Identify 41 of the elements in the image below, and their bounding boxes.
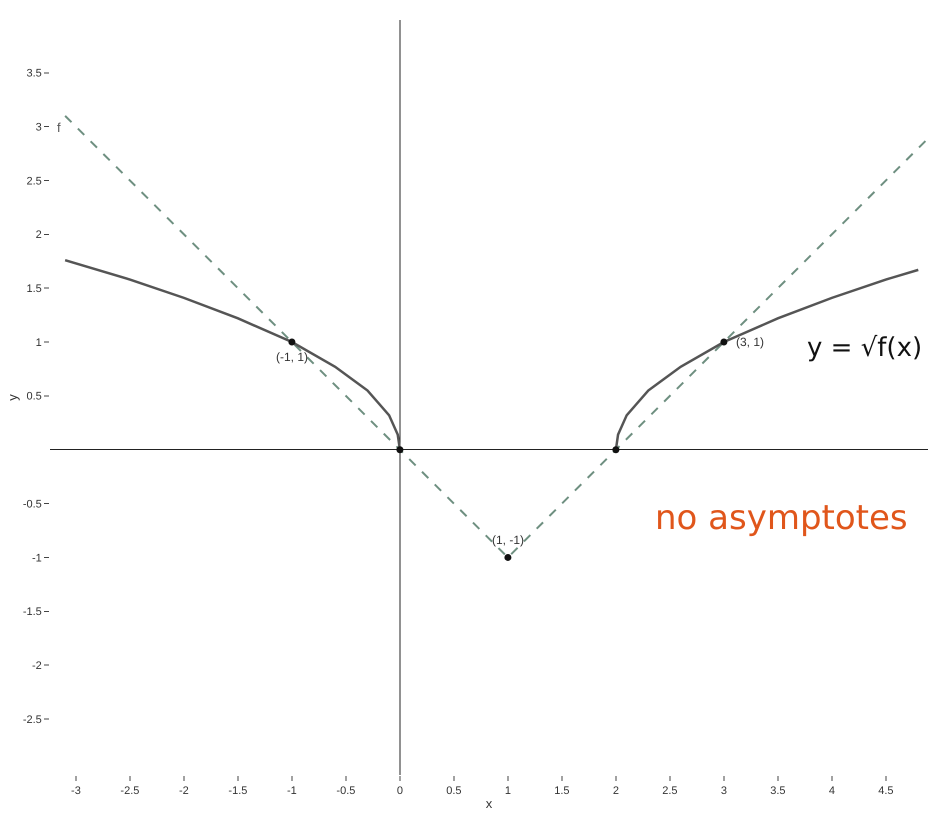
point bbox=[288, 338, 296, 346]
annotation: f bbox=[57, 120, 61, 135]
y-tick-label: -1.5 bbox=[22, 606, 42, 618]
x-tick-label: 0.5 bbox=[446, 785, 462, 798]
point bbox=[504, 554, 512, 561]
y-tick-label: 2 bbox=[36, 229, 42, 242]
x-tick-label: -2 bbox=[179, 785, 189, 798]
annotation: (3, 1) bbox=[736, 335, 764, 349]
point bbox=[720, 338, 728, 346]
y-tick-label: 0.5 bbox=[26, 390, 42, 403]
annotation: (-1, 1) bbox=[276, 350, 308, 364]
y-tick-label: -2.5 bbox=[22, 714, 42, 726]
x-tick-label: -1 bbox=[287, 785, 297, 798]
x-tick-label: 0 bbox=[396, 785, 403, 798]
point bbox=[612, 446, 620, 454]
y-tick-label: 1 bbox=[36, 336, 42, 349]
x-tick-label: 4 bbox=[828, 785, 835, 798]
y-tick-label: 3 bbox=[36, 121, 42, 134]
x-tick-label: 1.5 bbox=[554, 785, 570, 798]
y-tick-label: -2 bbox=[32, 660, 42, 672]
x-tick-label: -1.5 bbox=[228, 785, 248, 798]
y-tick-label: 2.5 bbox=[26, 175, 42, 188]
annotation: y = √f(x) bbox=[807, 333, 922, 363]
y-tick-label: -1 bbox=[32, 552, 42, 564]
x-axis-title: x bbox=[486, 796, 493, 811]
annotation: (1, -1) bbox=[492, 533, 524, 547]
x-tick-label: 3 bbox=[720, 785, 727, 798]
point bbox=[396, 446, 404, 454]
x-tick-label: 3.5 bbox=[770, 785, 786, 798]
x-tick-label: 4.5 bbox=[878, 785, 894, 798]
x-tick-label: 2.5 bbox=[662, 785, 678, 798]
y-tick-label: 3.5 bbox=[26, 68, 42, 80]
x-tick-label: 1 bbox=[504, 785, 511, 798]
x-tick-label: -0.5 bbox=[336, 785, 356, 798]
y-tick-label: 1.5 bbox=[26, 283, 42, 296]
x-tick-label: -3 bbox=[71, 785, 81, 798]
x-tick-label: 2 bbox=[612, 785, 619, 798]
x-tick-label: -2.5 bbox=[120, 785, 140, 798]
annotation: no asymptotes bbox=[655, 498, 908, 538]
y-tick-label: -0.5 bbox=[22, 498, 42, 510]
y-axis-title: y bbox=[4, 394, 20, 401]
